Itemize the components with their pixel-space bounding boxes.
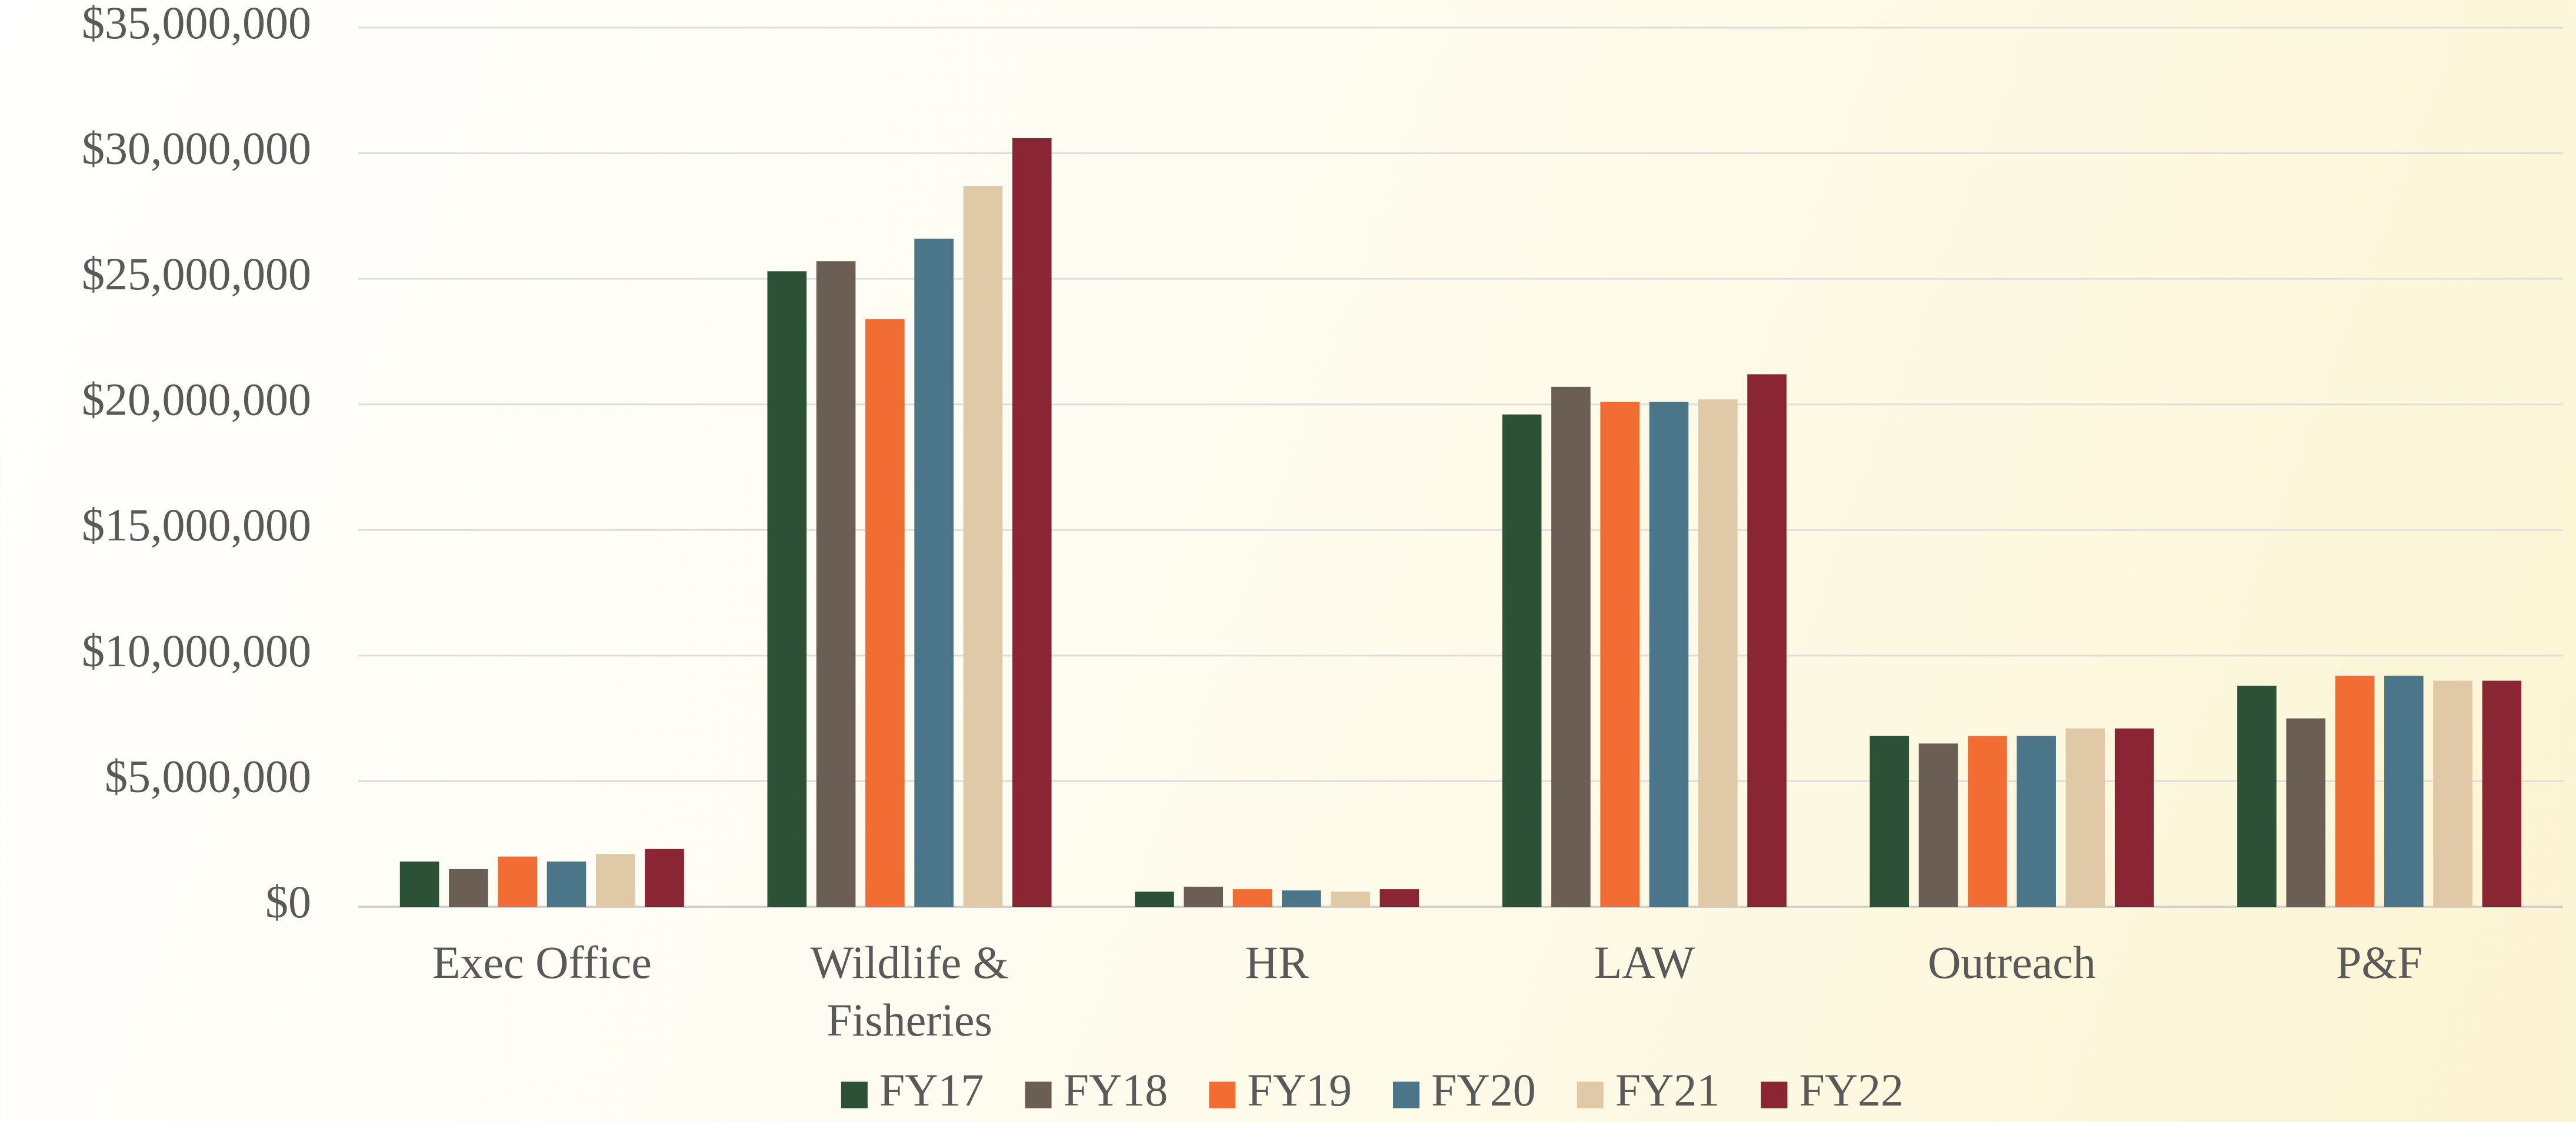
bar — [914, 238, 954, 907]
legend: FY17 FY18 FY19 FY20 FY21 FY22 — [841, 1064, 1904, 1116]
x-tick-label: Wildlife & Fisheries — [811, 937, 1009, 1046]
legend-swatch — [1025, 1081, 1052, 1108]
y-tick-label: $0 — [265, 876, 311, 927]
bar — [1281, 890, 1321, 907]
bar — [645, 849, 684, 907]
y-tick-label: $35,000,000 — [82, 0, 311, 48]
y-tick-label: $20,000,000 — [82, 374, 311, 425]
legend-swatch — [1209, 1081, 1236, 1108]
x-tick-label: LAW — [1594, 937, 1695, 988]
bar — [865, 319, 905, 907]
y-tick-label: $30,000,000 — [82, 122, 311, 173]
bar — [767, 271, 807, 907]
bar — [1502, 414, 1542, 907]
bar — [1379, 889, 1419, 907]
bar — [1600, 402, 1640, 907]
legend-swatch — [841, 1081, 868, 1108]
y-tick-label: $5,000,000 — [105, 750, 311, 802]
legend-swatch — [1577, 1081, 1604, 1108]
bar — [1747, 374, 1787, 907]
bar — [1968, 736, 2007, 907]
bar — [2433, 680, 2472, 907]
x-tick-label: Exec Office — [432, 937, 652, 988]
bar — [595, 854, 635, 907]
bar — [1698, 399, 1738, 907]
legend-label: FY20 — [1431, 1064, 1536, 1116]
bar — [546, 861, 586, 907]
bar — [2482, 680, 2522, 907]
bar — [1184, 886, 1224, 907]
bar — [2237, 686, 2277, 907]
bar — [963, 186, 1003, 907]
bar — [1649, 402, 1689, 907]
x-tick-label: Outreach — [1928, 937, 2096, 988]
bar — [2286, 718, 2326, 907]
bar — [816, 261, 856, 907]
bar — [399, 861, 439, 907]
bar — [2017, 736, 2056, 907]
bar — [1869, 736, 1909, 907]
x-tick-label: HR — [1245, 937, 1308, 988]
legend-label: FY18 — [1064, 1064, 1168, 1116]
bar — [2335, 676, 2375, 907]
y-tick-label: $10,000,000 — [82, 625, 311, 676]
bar — [1135, 891, 1174, 907]
bar — [1918, 743, 1958, 907]
bar — [2114, 728, 2154, 907]
legend-label: FY17 — [879, 1064, 984, 1116]
bar — [2384, 676, 2424, 907]
legend-swatch — [1761, 1081, 1788, 1108]
legend-label: FY19 — [1247, 1064, 1352, 1116]
legend-label: FY22 — [1799, 1064, 1904, 1116]
bar — [449, 869, 488, 907]
bar — [1331, 891, 1370, 907]
bar — [2065, 728, 2105, 907]
y-tick-label: $25,000,000 — [82, 248, 311, 299]
legend-label: FY21 — [1615, 1064, 1720, 1116]
x-tick-label: P&F — [2336, 937, 2422, 988]
bar — [1232, 889, 1272, 907]
bar — [498, 856, 538, 907]
legend-swatch — [1393, 1081, 1419, 1108]
y-tick-label: $15,000,000 — [82, 499, 311, 550]
bar — [1551, 386, 1591, 907]
bar — [1012, 138, 1052, 907]
